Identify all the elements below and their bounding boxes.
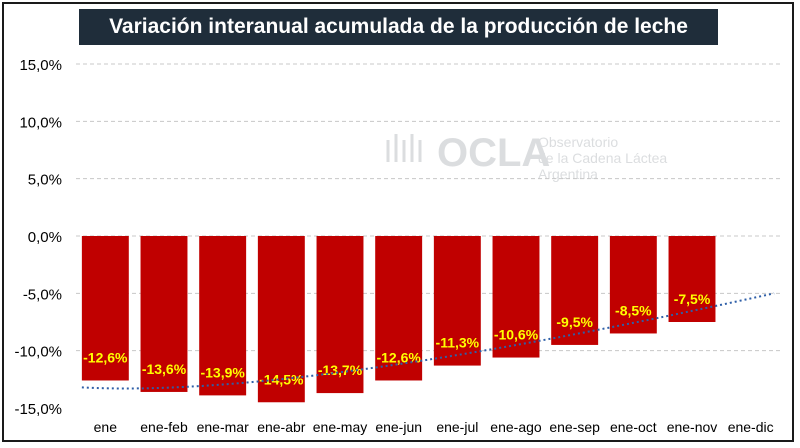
data-label: -11,3% — [436, 335, 480, 351]
bar — [375, 236, 423, 381]
chart-title: Variación interanual acumulada de la pro… — [79, 9, 718, 45]
data-label: -13,9% — [200, 364, 245, 380]
data-label: -12,6% — [376, 349, 421, 365]
bar — [257, 236, 305, 403]
x-tick-label: ene-dic — [728, 419, 774, 435]
bar — [609, 236, 657, 334]
data-label: -13,6% — [142, 361, 187, 377]
x-tick-label: ene-sep — [549, 419, 600, 435]
data-label: -8,5% — [615, 302, 652, 318]
watermark-line2: de la Cadena Láctea — [538, 150, 667, 166]
x-tick-label: ene-ago — [490, 419, 542, 435]
x-axis: ene ene-feb ene-mar ene-abr ene-may ene-jun en… — [94, 419, 774, 435]
y-tick-label: 0,0% — [28, 229, 62, 246]
bar — [551, 236, 599, 345]
watermark-line3: Argentina — [538, 166, 598, 182]
trendline — [81, 292, 775, 390]
y-axis: 15,0% 10,0% 5,0% 0,0% -5,0% -10,0% -15,0% — [14, 57, 62, 418]
x-tick-label: ene — [94, 419, 118, 435]
y-tick-label: -15,0% — [14, 401, 62, 418]
bar — [668, 236, 716, 322]
bar — [433, 236, 481, 366]
y-tick-label: -5,0% — [23, 286, 62, 303]
y-tick-label: 15,0% — [19, 57, 62, 74]
bar — [492, 236, 540, 358]
x-tick-label: ene-jun — [375, 419, 422, 435]
gridlines — [76, 63, 780, 352]
bar — [316, 236, 364, 394]
data-label: -9,5% — [556, 314, 593, 330]
y-tick-label: 5,0% — [28, 172, 62, 189]
bar — [81, 236, 129, 381]
x-tick-label: ene-nov — [667, 419, 718, 435]
trend-line — [81, 292, 775, 390]
y-tick-label: -10,0% — [14, 344, 62, 361]
bar — [199, 236, 247, 396]
bar — [140, 236, 188, 392]
data-label: -12,6% — [83, 349, 128, 365]
data-label: -13,7% — [318, 362, 363, 378]
watermark-brand: OCLA — [437, 131, 550, 175]
ocla-logo-icon — [386, 134, 422, 162]
x-tick-label: ene-feb — [140, 419, 188, 435]
y-tick-label: 10,0% — [19, 114, 62, 131]
bars — [81, 236, 716, 403]
watermark-line1: Observatorio — [538, 134, 618, 150]
x-tick-label: ene-abr — [257, 419, 306, 435]
x-tick-label: ene-jul — [436, 419, 478, 435]
ocla-watermark: OCLA Observatorio de la Cadena Láctea Ar… — [386, 131, 667, 182]
data-labels: -12,6%-13,6% -13,9% -14,5%-13,7%-12,6%-11,… — [83, 291, 711, 387]
x-tick-label: ene-mar — [197, 419, 249, 435]
x-tick-label: ene-may — [313, 419, 367, 435]
data-label: -10,6% — [494, 327, 539, 343]
data-label: -7,5% — [674, 291, 711, 307]
x-tick-label: ene-oct — [610, 419, 657, 435]
